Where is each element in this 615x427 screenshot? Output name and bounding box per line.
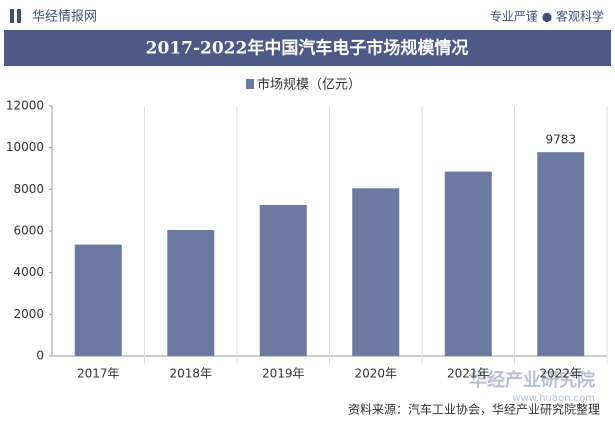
slogan: 专业严谨 ● 客观科学 [490,9,604,24]
bar [74,244,122,356]
x-tick-label: 2021年 [447,367,490,381]
bar [352,188,400,356]
logo-mark [10,9,14,23]
x-tick-label: 2019年 [262,367,305,381]
logo-mark [17,9,21,23]
data-label: 9783 [545,133,576,147]
x-tick-label: 2022年 [539,367,582,381]
y-tick-label: 12000 [6,99,44,113]
x-tick-label: 2020年 [354,367,397,381]
y-tick-label: 0 [36,349,44,363]
y-tick-label: 6000 [13,224,44,238]
watermark: 华经产业研究院 [469,369,595,391]
watermark-url: www.huaon.com [512,393,595,404]
x-tick-label: 2018年 [169,367,212,381]
y-tick-label: 8000 [13,182,44,196]
bar [259,204,307,356]
bar [167,229,215,356]
legend-label: 市场规模（亿元） [257,77,361,93]
legend-swatch [246,79,254,89]
y-tick-label: 10000 [6,140,44,154]
y-tick-label: 2000 [13,307,44,321]
brand: 华经情报网 [32,10,97,25]
bar [444,171,492,356]
title-band [4,30,611,66]
chart-title: 2017-2022年中国汽车电子市场规模情况 [146,38,469,59]
source: 资料来源：汽车工业协会，华经产业研究院整理 [348,402,600,417]
x-tick-label: 2017年 [77,367,120,381]
bar [537,152,585,356]
y-tick-label: 4000 [13,265,44,279]
